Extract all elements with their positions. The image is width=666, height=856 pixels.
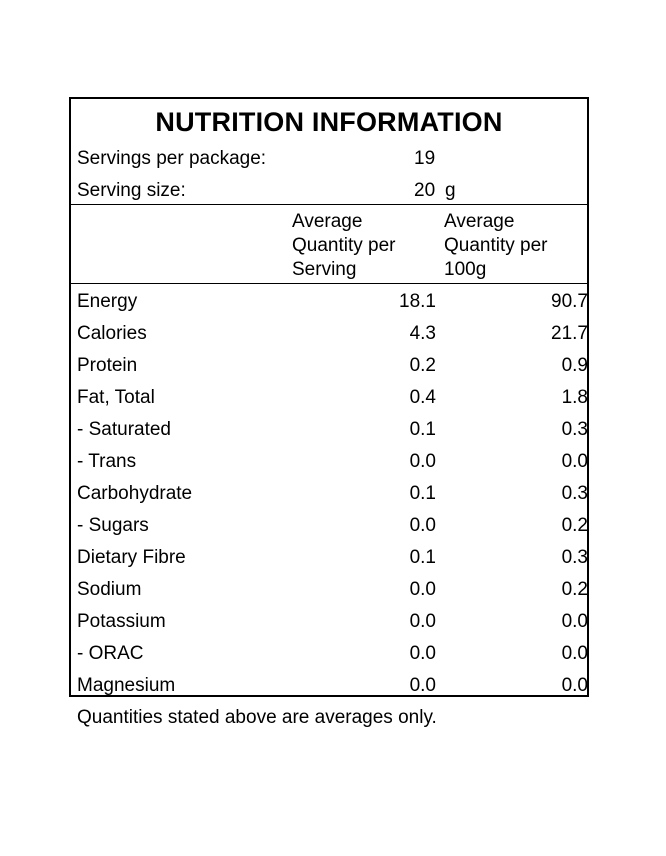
header-line: 100g (444, 259, 487, 280)
per-100g-value: 0.9 (561, 355, 588, 376)
per-serving-value: 0.0 (409, 579, 436, 600)
panel-title: NUTRITION INFORMATION (155, 107, 503, 137)
per-100g-value: 0.2 (561, 515, 588, 536)
per-serving-value: 0.0 (409, 675, 436, 696)
per-serving-value: 18.1 (399, 291, 436, 312)
header-line: Quantity per (292, 235, 396, 256)
nutrient-name: Energy (77, 291, 138, 312)
per-serving-value: 0.0 (409, 451, 436, 472)
nutrient-name: Sodium (77, 579, 142, 600)
per-serving-value: 0.1 (409, 483, 436, 504)
per-serving-value: 0.2 (409, 355, 436, 376)
nutrition-panel: NUTRITION INFORMATION Servings per packa… (69, 97, 589, 697)
nutrient-name: Calories (77, 323, 147, 344)
nutrient-name: Protein (77, 355, 138, 376)
serving-size-value: 20 (414, 180, 436, 201)
nutrient-name: Magnesium (77, 675, 176, 696)
per-100g-value: 0.3 (561, 419, 588, 440)
per-serving-value: 0.0 (409, 643, 436, 664)
nutrient-name: - Saturated (77, 419, 171, 440)
header-divider-top (71, 204, 587, 205)
averages-note: Quantities stated above are averages onl… (77, 707, 437, 728)
nutrient-name: - Sugars (77, 515, 149, 536)
per-100g-value: 0.0 (561, 451, 588, 472)
header-line: Quantity per (444, 235, 548, 256)
header-line: Serving (292, 259, 357, 280)
per-100g-value: 0.0 (561, 675, 588, 696)
per-100g-value: 0.0 (561, 643, 588, 664)
column-header-per-serving: Average Quantity per Serving (292, 210, 432, 282)
nutrient-name: Dietary Fibre (77, 547, 186, 568)
per-serving-value: 0.0 (409, 611, 436, 632)
nutrient-name: - ORAC (77, 643, 144, 664)
header-line: Average (292, 211, 363, 232)
per-100g-value: 90.7 (551, 291, 588, 312)
header-divider-bottom (71, 283, 587, 284)
header-line: Average (444, 211, 515, 232)
servings-per-package-label: Servings per package: (77, 148, 267, 169)
per-100g-value: 1.8 (561, 387, 588, 408)
per-serving-value: 4.3 (409, 323, 436, 344)
servings-per-package-value: 19 (414, 148, 436, 169)
nutrient-name: Fat, Total (77, 387, 155, 408)
per-serving-value: 0.4 (409, 387, 436, 408)
serving-size-label: Serving size: (77, 180, 186, 201)
per-serving-value: 0.1 (409, 419, 436, 440)
per-100g-value: 21.7 (551, 323, 588, 344)
per-serving-value: 0.1 (409, 547, 436, 568)
per-serving-value: 0.0 (409, 515, 436, 536)
per-100g-value: 0.3 (561, 547, 588, 568)
per-100g-value: 0.0 (561, 611, 588, 632)
per-100g-value: 0.3 (561, 483, 588, 504)
serving-size-unit: g (445, 180, 456, 201)
per-100g-value: 0.2 (561, 579, 588, 600)
nutrient-name: - Trans (77, 451, 137, 472)
nutrient-name: Carbohydrate (77, 483, 193, 504)
nutrient-name: Potassium (77, 611, 166, 632)
column-header-per-100g: Average Quantity per 100g (444, 210, 584, 282)
